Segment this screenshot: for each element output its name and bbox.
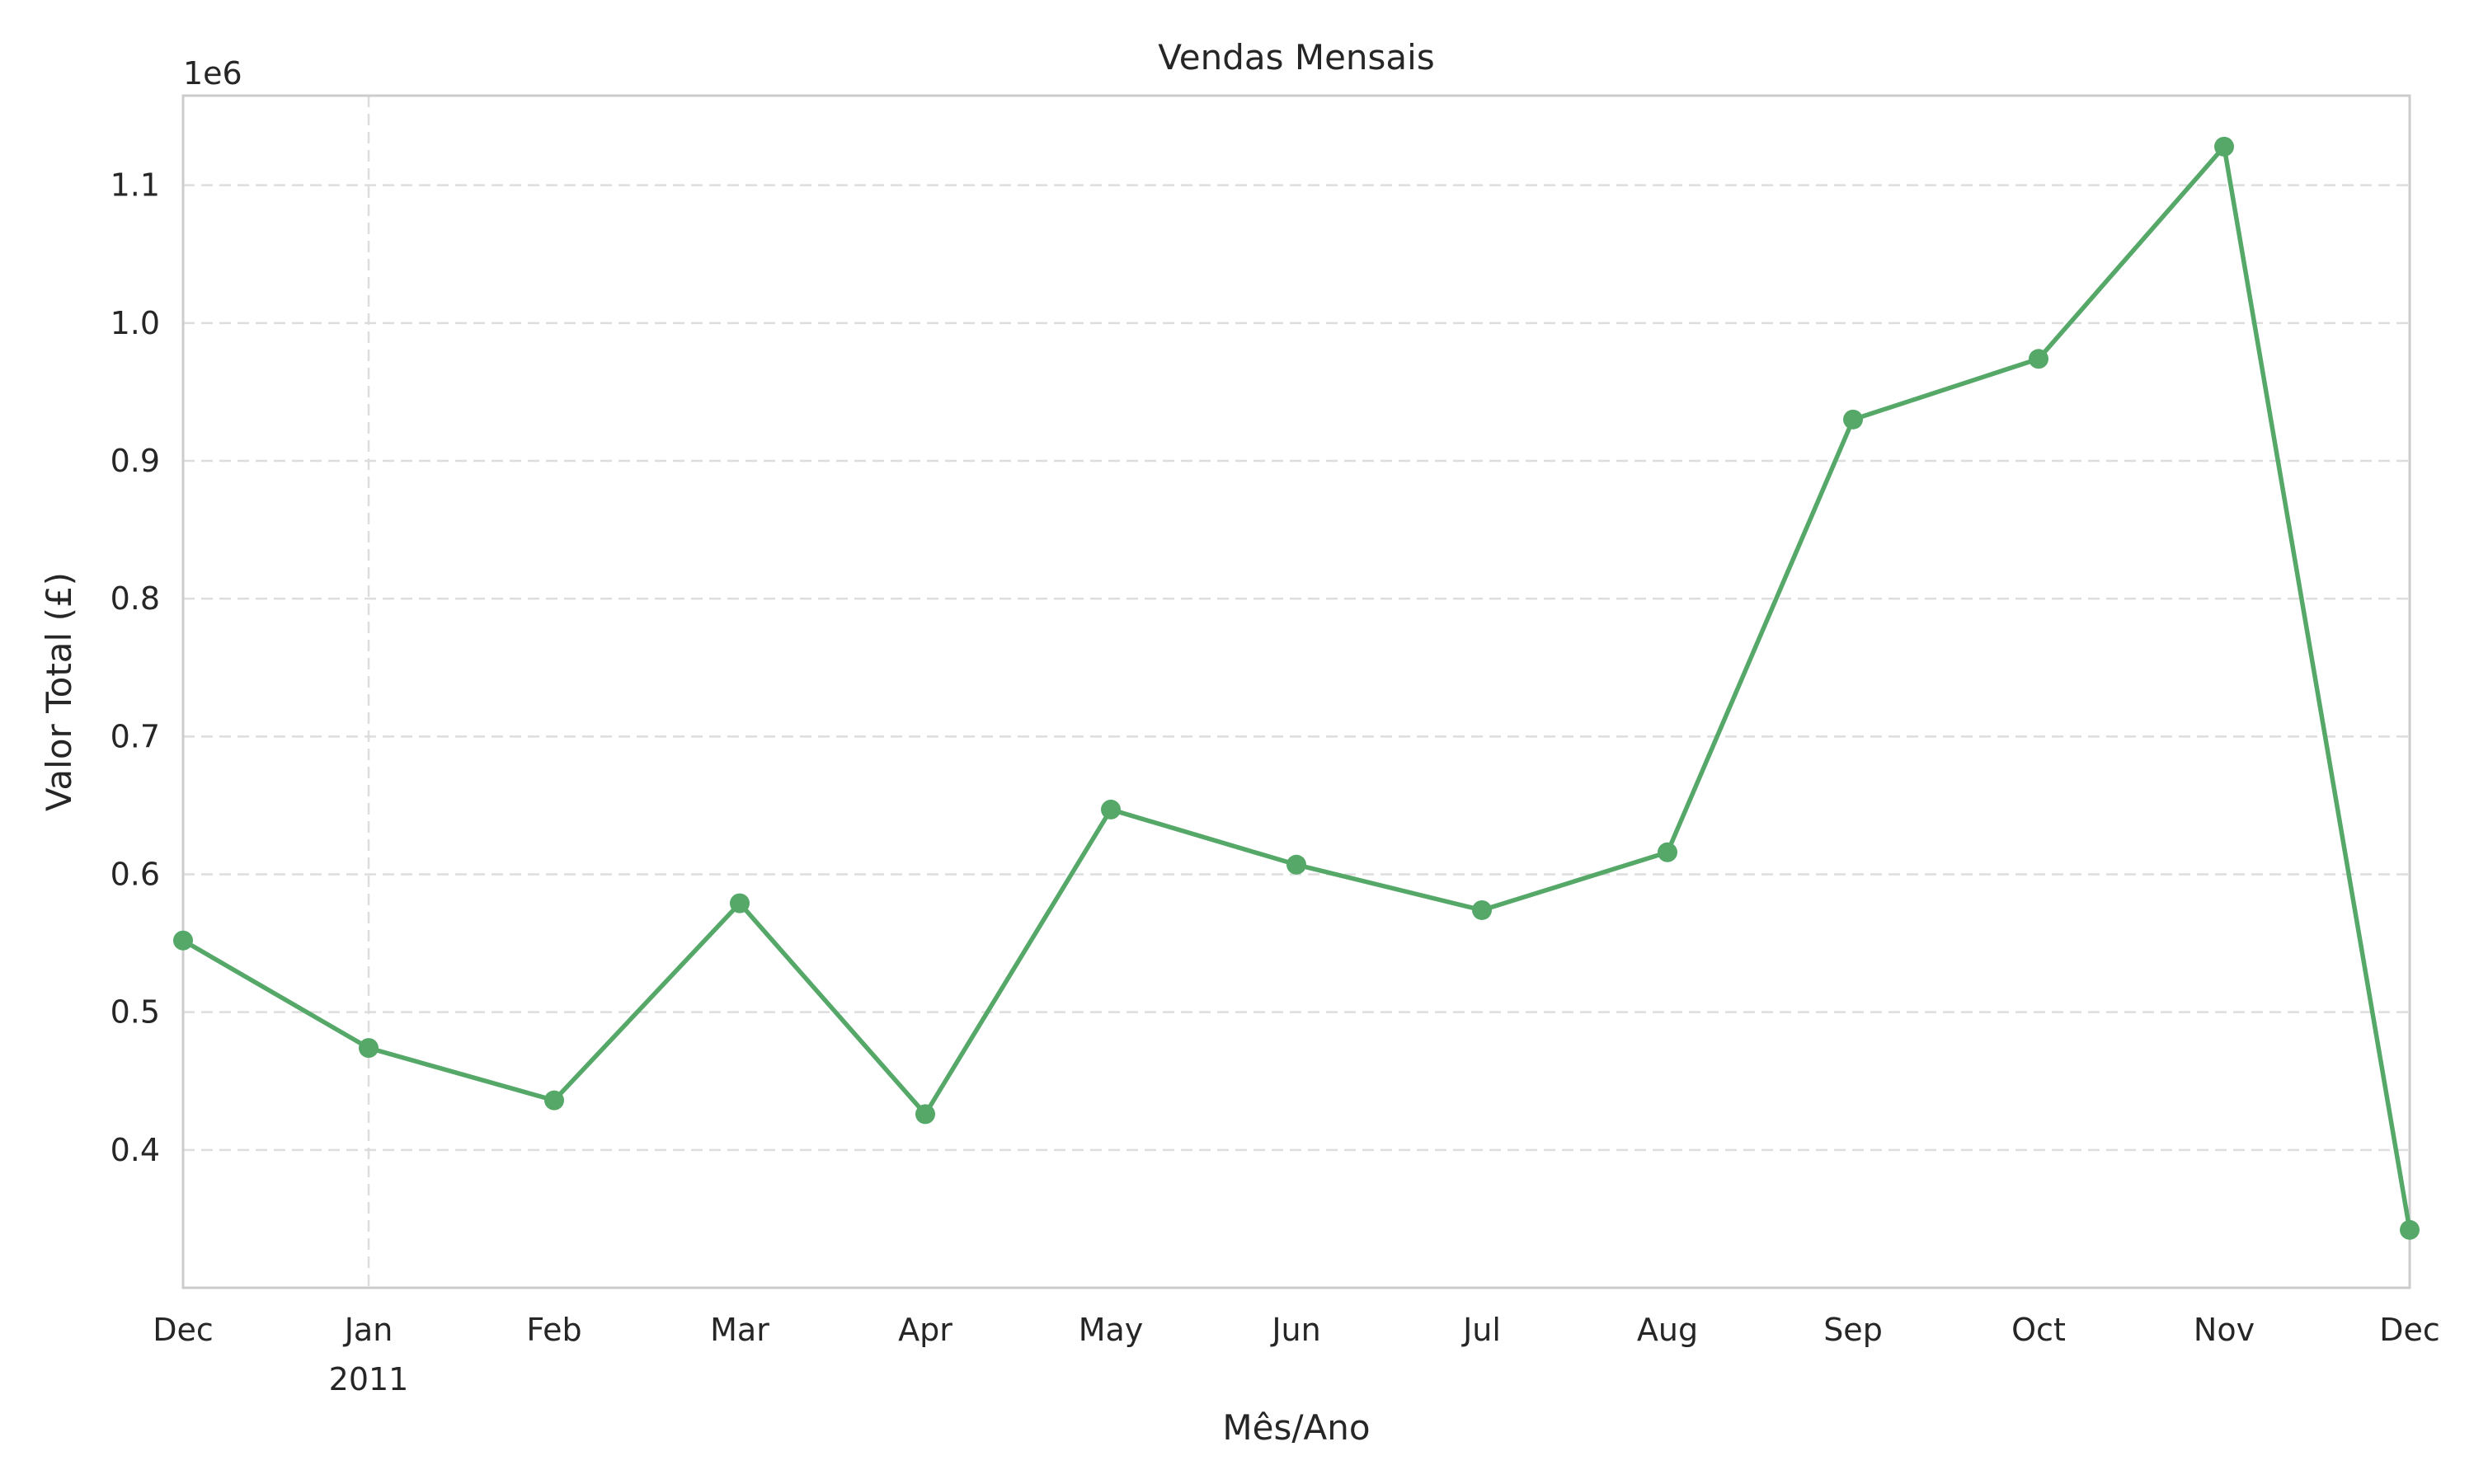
y-tick-label: 1.0 bbox=[111, 305, 160, 341]
plot-frame bbox=[181, 94, 2411, 1289]
data-point bbox=[544, 1090, 564, 1111]
x-tick-label: Sep bbox=[1823, 1312, 1883, 1348]
data-point bbox=[2400, 1219, 2420, 1240]
data-point bbox=[173, 930, 193, 951]
data-point bbox=[1658, 842, 1677, 862]
x-tick-label: Mar bbox=[710, 1312, 769, 1348]
x-tick-label: Dec bbox=[153, 1312, 214, 1348]
y-tick-label: 1.1 bbox=[111, 167, 160, 204]
x-tick-label: Jul bbox=[1461, 1312, 1501, 1348]
data-point bbox=[1843, 409, 1863, 430]
y-tick-label: 0.8 bbox=[111, 580, 160, 617]
data-point bbox=[730, 893, 750, 913]
x-tick-label: Dec bbox=[2379, 1312, 2440, 1348]
y-tick-label: 0.5 bbox=[111, 994, 160, 1031]
y-tick-label: 0.4 bbox=[111, 1132, 160, 1168]
x-tick-label: Apr bbox=[898, 1312, 952, 1348]
data-point bbox=[915, 1104, 935, 1125]
x-tick-label: Feb bbox=[526, 1312, 581, 1348]
data-point bbox=[1101, 799, 1121, 819]
x-tick-label: Oct bbox=[2011, 1312, 2066, 1348]
x-tick-label: Jan bbox=[343, 1312, 393, 1348]
data-point bbox=[1472, 899, 1492, 920]
x-tick-label: Aug bbox=[1637, 1312, 1698, 1348]
x-axis-label: Mês/Ano bbox=[1222, 1407, 1370, 1448]
data-point bbox=[359, 1038, 379, 1059]
y-offset-label: 1e6 bbox=[183, 55, 242, 92]
series-layer bbox=[173, 136, 2420, 1240]
x-axis-ticks: Dec Jan Feb Mar Apr May Jun Jul Aug Sep Oct Nov Dec bbox=[153, 1312, 2440, 1348]
data-point bbox=[1286, 854, 1306, 875]
x-year-label: 2011 bbox=[329, 1361, 409, 1397]
x-tick-label: Nov bbox=[2194, 1312, 2255, 1348]
y-tick-label: 0.6 bbox=[111, 856, 160, 892]
chart-title: Vendas Mensais bbox=[1158, 37, 1434, 77]
data-point bbox=[2214, 136, 2234, 157]
y-axis-label: Valor Total (£) bbox=[39, 572, 79, 811]
x-tick-label: Jun bbox=[1270, 1312, 1320, 1348]
y-tick-label: 0.7 bbox=[111, 718, 160, 754]
x-tick-label: May bbox=[1079, 1312, 1144, 1348]
y-tick-label: 0.9 bbox=[111, 443, 160, 479]
y-axis-ticks: 0.4 0.5 0.6 0.7 0.8 0.9 1.0 1.1 bbox=[111, 167, 160, 1168]
data-point bbox=[2029, 349, 2048, 369]
